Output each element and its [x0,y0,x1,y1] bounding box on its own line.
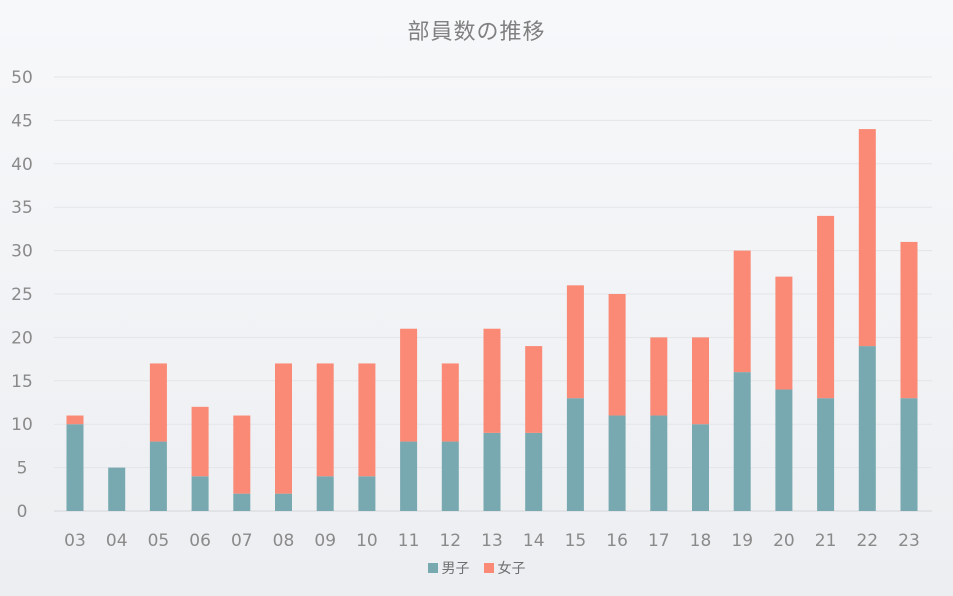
x-tick-label: 21 [815,531,837,551]
y-tick-label: 30 [11,242,33,262]
x-tick-label: 13 [481,531,503,551]
bar-male [608,415,626,511]
bar-female [566,285,584,399]
x-tick-label: 20 [773,531,795,551]
bar-female [775,276,793,390]
legend-swatch-male [427,563,438,573]
bar-female [858,129,876,347]
x-axis: 03 04 05 06 07 08 09 10 11 12 13 14 15 16 17 18 19 20 21 22… [64,531,920,551]
bar-female [692,337,709,425]
y-axis: 0 5 10 15 20 25 30 35 40 45 50 [11,68,33,522]
x-tick-label: 06 [189,531,211,551]
bar-female [275,363,292,494]
y-tick-label: 35 [11,198,33,218]
x-tick-label: 10 [356,531,378,551]
y-tick-label: 50 [11,68,33,88]
bar-male [316,476,334,511]
x-tick-label: 03 [64,531,86,551]
x-tick-label: 07 [231,531,253,551]
bar-female [817,215,835,399]
bar-male [900,398,918,511]
x-tick-label: 14 [523,531,545,551]
x-tick-label: 12 [439,531,461,551]
bar-male [400,441,418,511]
x-tick-label: 15 [565,531,587,551]
x-tick-label: 05 [148,531,170,551]
x-tick-label: 17 [648,531,670,551]
bar-male [650,415,668,511]
legend-item-female: 女子 [483,558,526,578]
bar-male [108,467,126,511]
bar-female [400,328,418,442]
bar-male [441,441,459,511]
chart-title: 部員数の推移 [407,20,546,45]
y-tick-label: 5 [17,459,28,479]
legend-label-female: 女子 [497,561,526,577]
x-tick-label: 04 [106,531,128,551]
legend-swatch-female [483,563,494,573]
bar-female [441,363,459,442]
bar-male [775,389,793,511]
bar-male [275,493,292,511]
bar-male [483,432,501,511]
y-tick-label: 0 [17,502,28,522]
bar-male [692,424,709,511]
y-tick-label: 40 [11,155,33,175]
bar-male [525,432,543,511]
bar-female [650,337,668,416]
bar-female [733,250,751,373]
bar-female [900,241,918,399]
y-tick-label: 10 [11,415,33,435]
x-tick-label: 16 [606,531,628,551]
bar-female [233,415,251,494]
bar-male [858,346,876,511]
bar-female [316,363,334,477]
bar-male [566,398,584,511]
x-tick-label: 08 [273,531,295,551]
bar-male [66,424,84,511]
bars [66,129,918,511]
bar-male [191,476,209,511]
legend-label-male: 男子 [441,561,470,577]
bar-male [149,441,167,511]
bar-male [733,372,751,511]
legend-item-male: 男子 [427,558,470,578]
legend: 男子 女子 [0,558,953,578]
bar-male [817,398,835,511]
bar-female [149,363,167,442]
x-tick-label: 19 [731,531,753,551]
bar-female [66,415,84,425]
y-tick-label: 25 [11,285,33,305]
bar-male [233,493,251,511]
bar-male [358,476,376,511]
y-tick-label: 15 [11,372,33,392]
x-tick-label: 09 [314,531,336,551]
bar-female [483,328,501,433]
bar-female [191,406,209,477]
bar-female [358,363,376,477]
bar-female [608,294,626,416]
y-tick-label: 45 [11,111,33,131]
x-tick-label: 11 [398,531,420,551]
bar-female [525,346,543,433]
x-tick-label: 22 [856,531,878,551]
y-tick-label: 20 [11,328,33,348]
x-tick-label: 23 [898,531,920,551]
x-tick-label: 18 [690,531,712,551]
